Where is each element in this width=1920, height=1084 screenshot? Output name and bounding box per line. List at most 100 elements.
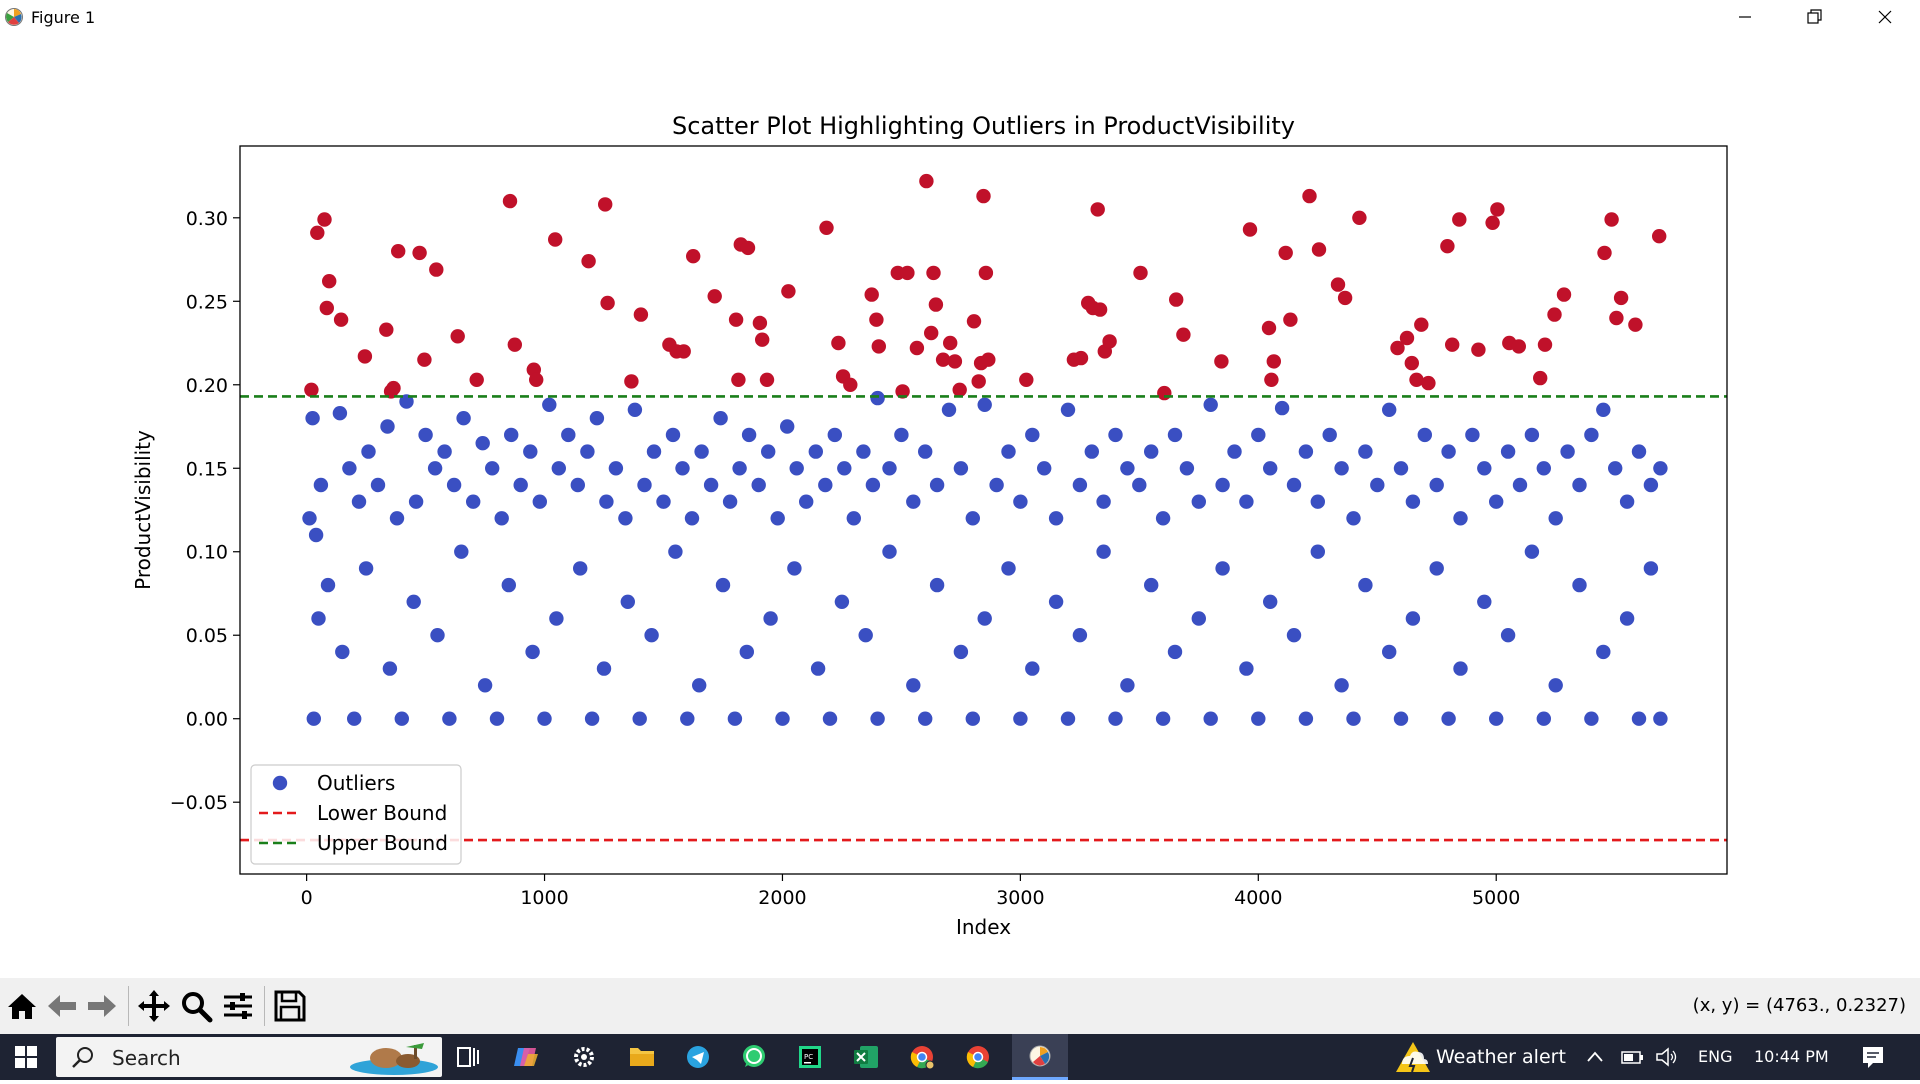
data-point	[977, 397, 992, 412]
figure-canvas[interactable]: 0 1000 2000 3000 4000 5000 −0.05 0.00 0.05 0.10 0…	[0, 36, 1920, 978]
data-point	[1167, 644, 1183, 660]
data-point	[1144, 577, 1159, 593]
data-point	[608, 461, 624, 476]
outlier-point	[919, 173, 934, 189]
taskbar-file-explorer[interactable]	[616, 1038, 668, 1076]
taskbar-whatsapp[interactable]	[728, 1038, 780, 1076]
data-point	[668, 544, 683, 559]
telegram-icon	[687, 1046, 709, 1068]
taskbar-settings[interactable]	[558, 1038, 610, 1076]
data-point	[1132, 477, 1147, 493]
pan-button[interactable]	[136, 988, 172, 1024]
data-point	[665, 427, 681, 443]
bound-lines	[240, 395, 1727, 842]
home-button[interactable]	[4, 988, 40, 1024]
pycharm-icon: PC	[799, 1046, 821, 1068]
save-figure-button[interactable]	[272, 988, 308, 1024]
data-point	[918, 444, 933, 459]
forward-button[interactable]	[84, 988, 120, 1024]
speaker-muted-icon[interactable]	[1654, 1046, 1680, 1068]
notification-center-icon[interactable]	[1860, 1044, 1886, 1070]
data-point	[637, 477, 652, 493]
data-point	[427, 461, 443, 476]
outlier-point	[1409, 372, 1424, 387]
configure-subplots-button[interactable]	[220, 988, 256, 1024]
data-point	[1429, 477, 1444, 493]
outlier-point	[1445, 337, 1460, 352]
taskbar-copilot[interactable]	[500, 1038, 552, 1076]
data-point	[618, 511, 633, 526]
data-point	[870, 390, 885, 406]
outlier-point	[1278, 245, 1293, 261]
data-point	[732, 461, 747, 476]
taskbar-search-box[interactable]: Search	[56, 1037, 442, 1077]
data-point	[1524, 427, 1540, 443]
taskbar-pycharm[interactable]: PC	[784, 1038, 836, 1076]
outlier-point	[676, 344, 691, 359]
data-point	[675, 461, 690, 476]
data-point	[1548, 511, 1563, 526]
data-point	[834, 594, 850, 609]
data-point	[358, 561, 374, 576]
data-point	[1155, 511, 1171, 526]
data-point	[1298, 444, 1314, 459]
data-point	[501, 577, 516, 593]
data-point	[1251, 711, 1266, 726]
weather-widget[interactable]: Weather alert	[1380, 1034, 1580, 1080]
data-point	[1489, 711, 1504, 726]
taskbar-chrome-profile[interactable]	[896, 1038, 948, 1076]
data-point	[741, 427, 757, 443]
outlier-point	[1090, 202, 1105, 217]
minimize-button[interactable]	[1710, 0, 1780, 36]
data-point	[1179, 461, 1195, 476]
restore-icon	[1807, 9, 1822, 24]
data-point	[351, 494, 367, 509]
outlier-point	[304, 382, 319, 397]
data-point	[1500, 444, 1516, 459]
data-point	[1096, 544, 1111, 559]
outlier-point	[548, 232, 563, 247]
taskbar-chrome[interactable]	[952, 1038, 1004, 1076]
data-point	[1560, 444, 1575, 459]
data-point	[1489, 494, 1504, 509]
zoom-button[interactable]	[178, 988, 214, 1024]
navigation-toolbar: (x, y) = (4763., 0.2327)	[0, 978, 1920, 1034]
restore-button[interactable]	[1780, 0, 1850, 36]
data-point	[953, 644, 969, 660]
data-point	[1405, 494, 1421, 509]
battery-icon[interactable]	[1620, 1046, 1646, 1068]
close-button[interactable]	[1850, 0, 1920, 36]
start-button[interactable]	[0, 1034, 52, 1080]
data-point	[692, 678, 707, 693]
outlier-point	[864, 287, 879, 302]
search-highlight-illustration	[350, 1043, 438, 1075]
taskbar-python-figure-active[interactable]	[1012, 1034, 1068, 1080]
outlier-point	[1511, 339, 1527, 354]
data-point	[906, 494, 921, 509]
taskbar-excel[interactable]	[840, 1038, 892, 1076]
back-button[interactable]	[44, 988, 80, 1024]
windows-logo-icon	[15, 1046, 37, 1068]
outlier-point	[1302, 188, 1317, 204]
data-point	[989, 477, 1004, 493]
chevron-up-icon[interactable]	[1584, 1046, 1606, 1068]
data-point	[1060, 711, 1076, 726]
outlier-point	[1533, 370, 1548, 386]
outlier-point	[529, 372, 544, 387]
clock-time[interactable]: 10:44 PM	[1754, 1047, 1829, 1066]
outlier-point	[1242, 222, 1258, 237]
data-point	[1310, 494, 1326, 509]
outlier-point	[1537, 337, 1553, 352]
data-point	[542, 397, 557, 412]
close-icon	[1878, 10, 1892, 24]
data-point	[494, 511, 509, 526]
language-indicator[interactable]: ENG	[1698, 1047, 1733, 1066]
data-point	[977, 611, 992, 626]
x-tick-label: 3000	[996, 887, 1044, 909]
data-point	[827, 427, 842, 443]
data-point	[751, 477, 766, 493]
data-point	[306, 711, 321, 726]
taskbar-task-view[interactable]	[442, 1038, 494, 1076]
outlier-point	[947, 354, 963, 369]
taskbar-telegram[interactable]	[672, 1038, 724, 1076]
